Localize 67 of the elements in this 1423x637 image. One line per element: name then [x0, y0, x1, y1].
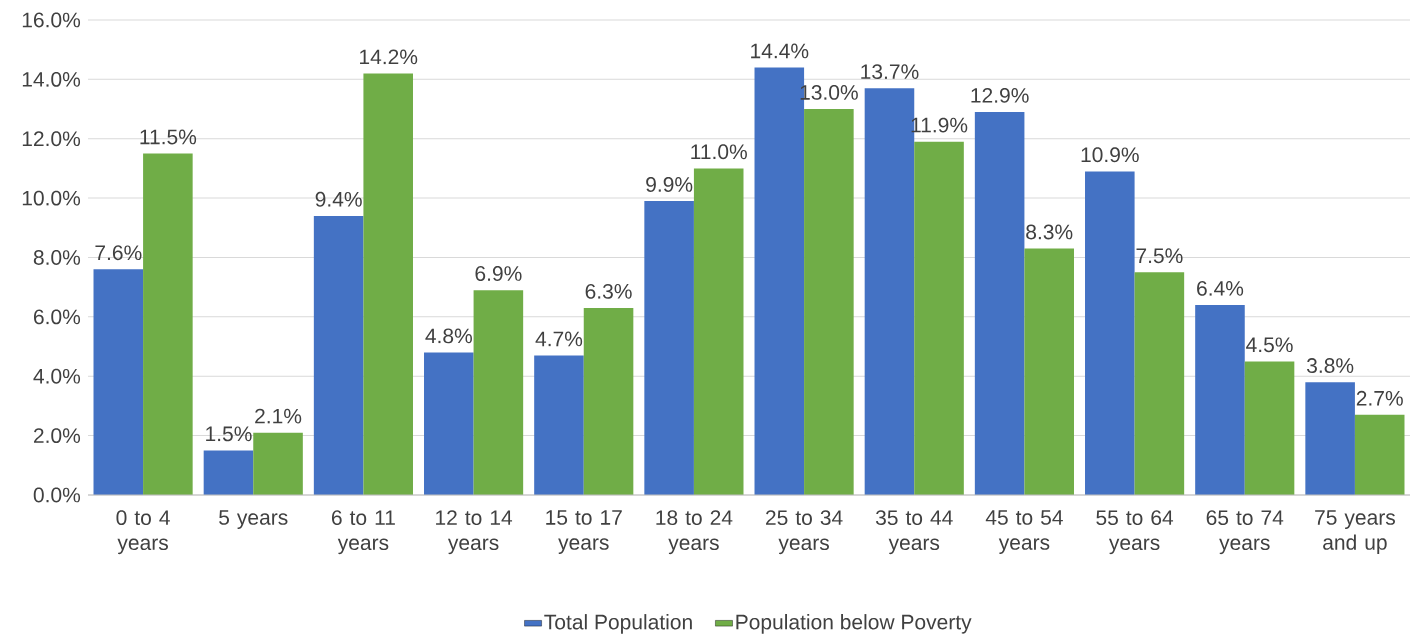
bar — [253, 432, 303, 495]
data-label: 9.4% — [315, 191, 362, 207]
data-label: 3.8% — [1307, 358, 1354, 373]
bar — [534, 355, 584, 495]
x-tick-label: 15 to 17 years — [546, 510, 622, 555]
x-tick-label: 12 to 14 years — [436, 510, 513, 555]
x-tick-label: 35 to 44 years — [875, 510, 953, 555]
x-tick-label: 25 to 34 years — [766, 510, 843, 555]
bar — [693, 168, 744, 495]
bar — [1134, 272, 1185, 495]
data-label: 11.0% — [691, 144, 747, 160]
bar — [644, 201, 694, 495]
bar — [143, 153, 193, 495]
bar — [1354, 414, 1405, 495]
bar — [363, 73, 413, 495]
x-tick-label: 18 to 24 years — [656, 510, 733, 555]
y-tick-label: 6.0% — [34, 309, 81, 325]
bar — [473, 290, 524, 495]
data-label: 10.9% — [1081, 147, 1139, 163]
y-tick-label: 16.0% — [22, 12, 81, 28]
data-label: 1.5% — [206, 426, 252, 442]
bar — [804, 109, 854, 495]
data-label: 8.3% — [1026, 224, 1073, 240]
bar — [974, 112, 1025, 495]
x-tick-label: 65 to 74 years — [1206, 510, 1284, 555]
bar — [313, 215, 364, 495]
bar — [914, 141, 964, 495]
x-tick-label: 0 to 4 years — [116, 510, 170, 555]
y-tick-label: 4.0% — [33, 368, 81, 384]
data-label: 4.8% — [425, 328, 472, 344]
data-label: 4.7% — [535, 331, 583, 347]
data-label: 9.9% — [646, 177, 693, 192]
data-label: 11.5% — [140, 129, 197, 145]
data-label: 2.7% — [1356, 390, 1403, 406]
x-tick-label: 5 years — [219, 510, 288, 530]
data-label: 2.1% — [255, 408, 302, 424]
bar — [1024, 248, 1074, 495]
bar — [93, 269, 144, 495]
y-tick-label: 8.0% — [33, 250, 81, 265]
data-label: 14.4% — [751, 43, 809, 59]
data-label: 4.5% — [1246, 337, 1293, 353]
data-label: 13.7% — [861, 64, 919, 80]
data-label: 7.5% — [1136, 248, 1183, 264]
y-tick-label: 10.0% — [22, 190, 81, 206]
data-label: 6.9% — [475, 266, 522, 281]
bar — [1085, 171, 1135, 495]
legend-label: Total Population — [544, 614, 692, 634]
x-tick-label: 6 to 11 years — [331, 510, 395, 555]
y-tick-label: 12.0% — [22, 131, 81, 147]
y-tick-label: 14.0% — [22, 71, 81, 87]
x-tick-label: 55 to 64 years — [1096, 510, 1174, 555]
data-label: 6.3% — [585, 283, 632, 299]
bar — [583, 307, 634, 495]
x-tick-label: 75 years and up — [1315, 510, 1395, 555]
data-label: 12.9% — [971, 87, 1029, 103]
bar — [203, 450, 254, 495]
bar — [1244, 361, 1295, 495]
bar — [1195, 305, 1245, 495]
x-tick-label: 45 to 54 years — [985, 510, 1063, 555]
data-label: 14.2% — [360, 49, 418, 65]
data-label: 7.6% — [95, 245, 142, 261]
data-label: 6.4% — [1197, 280, 1244, 296]
bar — [1305, 382, 1355, 495]
y-tick-label: 2.0% — [33, 428, 81, 444]
bar — [424, 352, 474, 495]
legend-label: Population below Poverty — [736, 614, 972, 634]
y-tick-label: 0.0% — [33, 487, 81, 503]
